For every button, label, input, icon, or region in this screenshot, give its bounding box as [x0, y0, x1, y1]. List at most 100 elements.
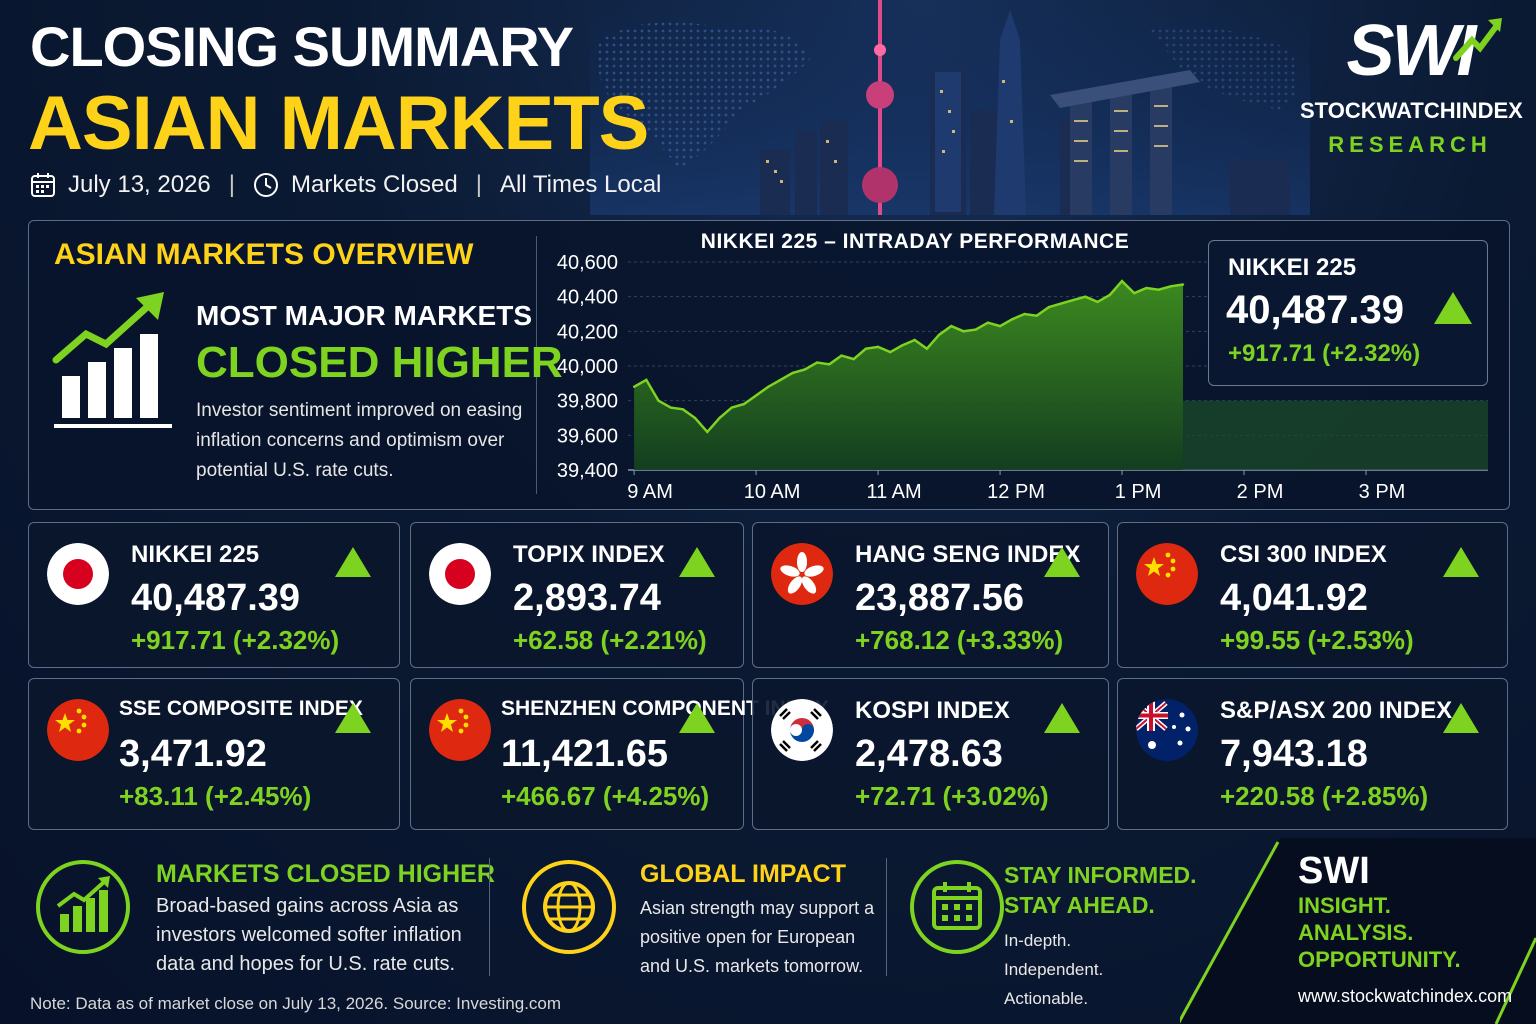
brand-name: STOCKWATCHINDEX — [1300, 98, 1523, 123]
up-arrow-icon — [1443, 703, 1479, 733]
highlight-value: 40,487.39 — [1226, 288, 1404, 332]
index-value: 11,421.65 — [501, 733, 668, 775]
tagline-2: ANALYSIS. — [1298, 920, 1414, 945]
index-card: KOSPI INDEX 2,478.63 +72.71 (+3.02%) — [752, 678, 1109, 830]
data-point — [974, 328, 977, 331]
data-point — [632, 385, 636, 388]
index-change: +62.58 (+2.21%) — [513, 625, 707, 655]
index-value: 2,478.63 — [855, 733, 1003, 775]
col3-heading-2: STAY AHEAD. — [1004, 892, 1155, 918]
tagline-3: OPPORTUNITY. — [1298, 947, 1461, 972]
index-change: +466.67 (+4.25%) — [501, 781, 710, 811]
index-value: 40,487.39 — [131, 577, 301, 619]
city-skyline-illustration — [590, 0, 1310, 215]
data-point — [1072, 298, 1075, 302]
data-point — [876, 345, 880, 349]
calendar-icon — [31, 173, 55, 197]
rising-chart-icon — [36, 860, 130, 954]
area-fill — [634, 281, 1184, 470]
rising-arrow-icon — [1453, 18, 1502, 61]
data-point — [681, 408, 685, 411]
data-point — [718, 416, 721, 420]
x-tick-label: 9 AM — [627, 481, 673, 503]
data-point — [791, 371, 794, 375]
china-flag-icon — [429, 699, 491, 761]
index-name: SSE COMPOSITE INDEX — [119, 697, 363, 720]
data-point — [1181, 283, 1185, 286]
y-tick-label: 39,800 — [557, 391, 618, 413]
up-arrow-icon — [1044, 703, 1080, 733]
data-point — [706, 430, 709, 434]
website-link[interactable]: www.stockwatchindex.com — [1298, 986, 1513, 1006]
data-point — [693, 416, 697, 420]
data-point — [657, 399, 660, 402]
data-point — [1047, 305, 1051, 309]
data-point — [1023, 312, 1026, 316]
index-card: HANG SENG INDEX 23,887.56 +768.12 (+3.33%) — [752, 522, 1109, 668]
header-date: July 13, 2026 — [68, 171, 211, 198]
data-point — [1145, 286, 1148, 290]
header-status: Markets Closed — [291, 171, 458, 198]
data-point — [1084, 295, 1087, 298]
index-change: +99.55 (+2.53%) — [1220, 625, 1414, 655]
corner-accent — [1180, 838, 1536, 1024]
x-tick-label: 2 PM — [1237, 481, 1284, 503]
index-card: TOPIX INDEX 2,893.74 +62.58 (+2.21%) — [410, 522, 744, 668]
index-change: +83.11 (+2.45%) — [119, 781, 312, 811]
up-arrow-icon — [335, 547, 371, 577]
col3-text: In-depth. Independent. Actionable. — [1004, 931, 1104, 1008]
overview-line-2: CLOSED HIGHER — [196, 338, 563, 387]
col2-heading: GLOBAL IMPACT — [640, 860, 847, 888]
divider — [489, 858, 490, 976]
data-point — [828, 363, 831, 366]
y-tick-label: 40,400 — [557, 287, 618, 309]
overview-line-1: MOST MAJOR MARKETS — [196, 300, 532, 331]
japan-flag-icon — [47, 543, 109, 605]
col3-heading-1: STAY INFORMED. — [1004, 862, 1197, 888]
data-point — [803, 368, 807, 371]
index-change: +220.58 (+2.85%) — [1220, 781, 1429, 811]
index-change: +917.71 (+2.32%) — [131, 625, 340, 655]
data-point — [1169, 285, 1173, 288]
index-name: KOSPI INDEX — [855, 697, 1010, 724]
data-point — [669, 406, 672, 409]
index-value: 23,887.56 — [855, 577, 1025, 619]
highlight-name: NIKKEI 225 — [1228, 254, 1357, 281]
data-point — [986, 321, 990, 324]
data-point — [937, 333, 941, 336]
south-korea-flag-icon — [771, 699, 833, 761]
chart-title: NIKKEI 225 – INTRADAY PERFORMANCE — [700, 230, 1130, 253]
australia-flag-icon — [1136, 699, 1198, 761]
overview-heading: ASIAN MARKETS OVERVIEW — [54, 238, 474, 271]
clock-icon — [254, 173, 279, 197]
data-point — [1120, 279, 1124, 283]
index-value: 3,471.92 — [119, 733, 267, 775]
hong-kong-flag-icon — [771, 543, 833, 605]
index-card: S&P/ASX 200 INDEX 7,943.18 +220.58 (+2.85%… — [1117, 678, 1508, 830]
brand-small: SWI — [1298, 850, 1370, 892]
data-point — [730, 406, 733, 409]
col1-heading: MARKETS CLOSED HIGHER — [156, 860, 495, 888]
index-card: NIKKEI 225 40,487.39 +917.71 (+2.32%) — [28, 522, 400, 668]
header-times: All Times Local — [499, 171, 662, 198]
rising-bar-chart-icon — [52, 292, 172, 428]
y-tick-label: 39,400 — [557, 460, 618, 482]
calendar-icon — [910, 860, 1004, 954]
data-point — [901, 344, 904, 347]
y-tick-label: 40,000 — [557, 356, 618, 378]
separator: | — [475, 171, 482, 198]
data-point — [962, 330, 965, 333]
title-line-2: ASIAN MARKETS — [28, 81, 649, 166]
after-close-band — [1183, 400, 1488, 470]
series-line — [633, 279, 1184, 434]
data-point — [779, 378, 782, 382]
data-point — [1108, 293, 1112, 297]
index-card: CSI 300 INDEX 4,041.92 +99.55 (+2.53%) — [1117, 522, 1508, 668]
up-arrow-icon — [1443, 547, 1479, 577]
brand-division: RESEARCH — [1328, 132, 1492, 157]
up-arrow-icon — [335, 703, 371, 733]
nikkei-intraday-chart: 40,600 40,400 40,200 40,000 39,800 39,600 39,4… — [557, 252, 1488, 503]
index-name: NIKKEI 225 — [131, 541, 260, 568]
separator: | — [228, 171, 236, 198]
brand-logo: SWI STOCKWATCHINDEX RESEARCH — [1300, 6, 1523, 176]
